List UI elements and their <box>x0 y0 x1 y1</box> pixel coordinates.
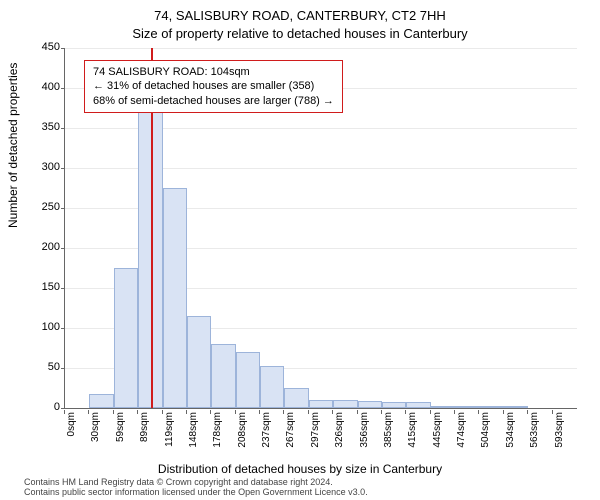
y-tick: 200 <box>20 241 60 253</box>
x-tick: 89sqm <box>139 412 150 452</box>
annotation-box: 74 SALISBURY ROAD: 104sqm ← 31% of detac… <box>84 60 343 113</box>
histogram-bar <box>114 268 138 408</box>
y-tick: 400 <box>20 81 60 93</box>
histogram-bar <box>406 402 430 408</box>
x-tick: 326sqm <box>334 412 345 452</box>
y-tick: 300 <box>20 161 60 173</box>
histogram-bar <box>382 402 406 408</box>
credit-text: Contains HM Land Registry data © Crown c… <box>24 478 368 498</box>
x-tick: 59sqm <box>115 412 126 452</box>
x-tick: 208sqm <box>237 412 248 452</box>
y-tick: 100 <box>20 321 60 333</box>
credit-line-2: Contains public sector information licen… <box>24 488 368 498</box>
histogram-bar <box>455 406 479 408</box>
y-tick: 150 <box>20 281 60 293</box>
y-tick-labels: 050100150200250300350400450 <box>18 48 62 408</box>
x-tick: 0sqm <box>66 412 77 452</box>
x-tick: 178sqm <box>212 412 223 452</box>
chart-title-address: 74, SALISBURY ROAD, CANTERBURY, CT2 7HH <box>0 8 600 23</box>
histogram-bar <box>284 388 308 408</box>
histogram-bar <box>333 400 357 408</box>
x-tick: 237sqm <box>261 412 272 452</box>
x-tick: 119sqm <box>164 412 175 452</box>
y-tick: 350 <box>20 121 60 133</box>
x-tick: 504sqm <box>480 412 491 452</box>
histogram-bar <box>163 188 187 408</box>
chart-container: 74, SALISBURY ROAD, CANTERBURY, CT2 7HH … <box>0 0 600 500</box>
histogram-bar <box>260 366 284 408</box>
x-tick: 563sqm <box>529 412 540 452</box>
y-tick: 0 <box>20 401 60 413</box>
x-tick: 356sqm <box>359 412 370 452</box>
y-tick: 450 <box>20 41 60 53</box>
histogram-bar <box>236 352 260 408</box>
chart-subtitle: Size of property relative to detached ho… <box>0 26 600 41</box>
histogram-bar <box>211 344 235 408</box>
x-tick: 385sqm <box>383 412 394 452</box>
x-tick: 415sqm <box>407 412 418 452</box>
x-tick: 474sqm <box>456 412 467 452</box>
y-tick: 50 <box>20 361 60 373</box>
x-axis-label: Distribution of detached houses by size … <box>0 462 600 476</box>
gridline <box>65 48 577 49</box>
x-tick: 445sqm <box>432 412 443 452</box>
x-tick: 148sqm <box>188 412 199 452</box>
x-tick: 534sqm <box>505 412 516 452</box>
histogram-bar <box>187 316 211 408</box>
annotation-line-3: 68% of semi-detached houses are larger (… <box>93 94 334 108</box>
x-tick: 593sqm <box>554 412 565 452</box>
histogram-bar <box>358 401 382 408</box>
x-tick: 267sqm <box>285 412 296 452</box>
histogram-bar <box>504 406 528 408</box>
x-tick: 30sqm <box>90 412 101 452</box>
annotation-line-2: ← 31% of detached houses are smaller (35… <box>93 79 334 93</box>
histogram-bar <box>89 394 113 408</box>
x-tick: 297sqm <box>310 412 321 452</box>
annotation-line-1: 74 SALISBURY ROAD: 104sqm <box>93 65 334 79</box>
y-tick: 250 <box>20 201 60 213</box>
histogram-bar <box>309 400 333 408</box>
x-tick-labels: 0sqm 30sqm 59sqm 89sqm 119sqm 148sqm 178sqm 208… <box>64 410 576 460</box>
histogram-bar <box>431 406 455 408</box>
histogram-bar <box>479 406 503 408</box>
